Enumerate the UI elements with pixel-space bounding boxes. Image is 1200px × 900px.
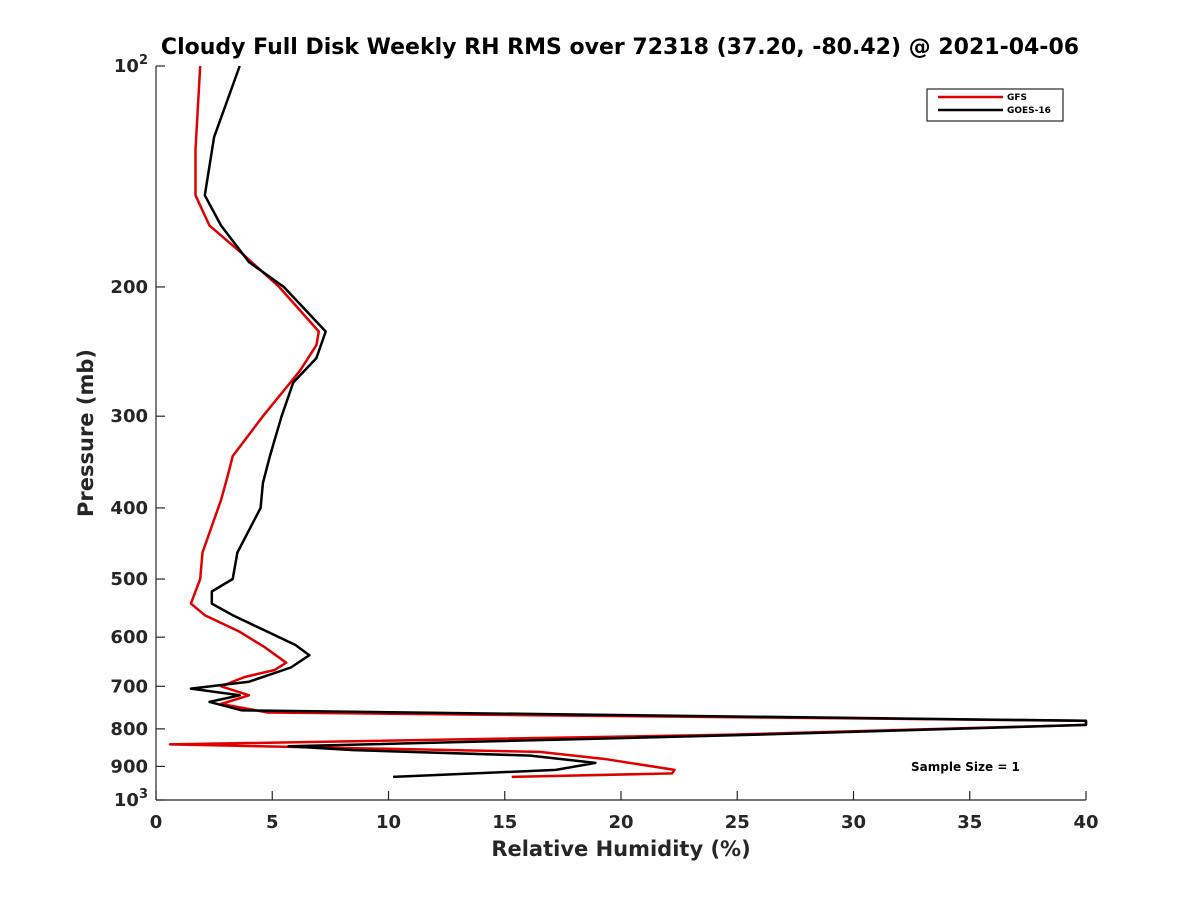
y-tick-label: 800 (110, 719, 148, 740)
series-layer (168, 65, 1088, 779)
x-tick-label: 25 (725, 812, 750, 833)
y-tick-label: 400 (110, 498, 148, 519)
y-tick-label: 300 (110, 406, 148, 427)
x-tick-label: 0 (150, 812, 163, 833)
y-tick-label: 600 (110, 627, 148, 648)
plot-area (156, 66, 1086, 800)
legend-label-goes16: GOES-16 (1007, 106, 1051, 116)
sample-size-annotation: Sample Size = 1 (911, 760, 1020, 774)
y-tick-label: 200 (110, 277, 148, 298)
chart-title: Cloudy Full Disk Weekly RH RMS over 7231… (161, 35, 1079, 60)
x-tick-label: 20 (608, 812, 633, 833)
y-tick-label: 900 (110, 756, 148, 777)
x-axis-label: Relative Humidity (%) (491, 837, 750, 861)
y-axis-ticks: 102 200 300 400 500 600 700 800 900 103 (110, 53, 165, 811)
series-line-gfs (168, 65, 1088, 779)
legend-box (926, 88, 1064, 122)
y-tick-label: 500 (110, 569, 148, 590)
y-axis-label: Pressure (mb) (74, 349, 98, 517)
x-tick-label: 5 (266, 812, 279, 833)
y-tick-label: 102 (114, 53, 148, 77)
x-tick-label: 35 (957, 812, 982, 833)
x-tick-label: 15 (492, 812, 517, 833)
x-axis-ticks: 0 5 10 15 20 25 30 35 40 (150, 791, 1099, 833)
x-tick-label: 30 (841, 812, 866, 833)
y-tick-label: 103 (114, 787, 148, 811)
x-tick-label: 10 (376, 812, 401, 833)
series-line-goes16 (189, 65, 1088, 779)
legend-label-gfs: GFS (1007, 93, 1027, 103)
x-tick-label: 40 (1073, 812, 1098, 833)
y-tick-label: 700 (110, 676, 148, 697)
legend: GFS GOES-16 (926, 88, 1064, 122)
